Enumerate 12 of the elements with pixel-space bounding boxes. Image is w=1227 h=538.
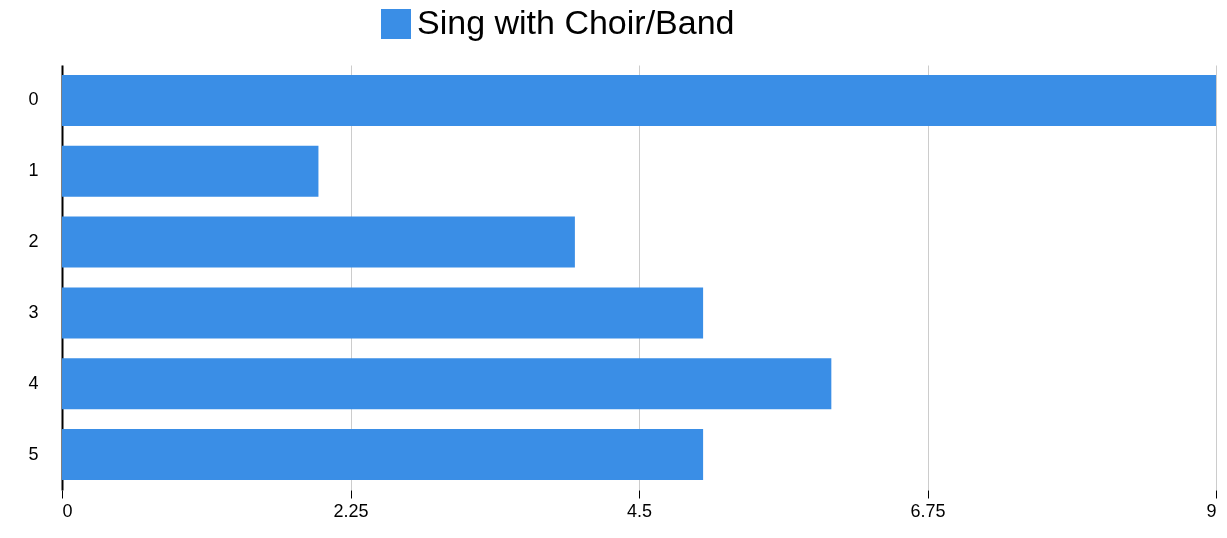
y-tick-label: 2 bbox=[28, 231, 39, 252]
x-tick-label: 2.25 bbox=[333, 500, 369, 521]
y-tick-label: 5 bbox=[28, 443, 39, 464]
x-tick-label: 9 bbox=[1206, 500, 1217, 521]
y-tick-label: 4 bbox=[28, 372, 39, 393]
y-tick-label: 0 bbox=[28, 89, 39, 110]
y-tick-label: 3 bbox=[28, 301, 39, 322]
x-tick-label: 0 bbox=[62, 500, 73, 521]
legend-label: Sing with Choir/Band bbox=[417, 3, 735, 41]
x-tick-label: 6.75 bbox=[910, 500, 946, 521]
y-tick-label: 1 bbox=[28, 160, 39, 181]
x-tick-label: 4.5 bbox=[626, 500, 653, 521]
